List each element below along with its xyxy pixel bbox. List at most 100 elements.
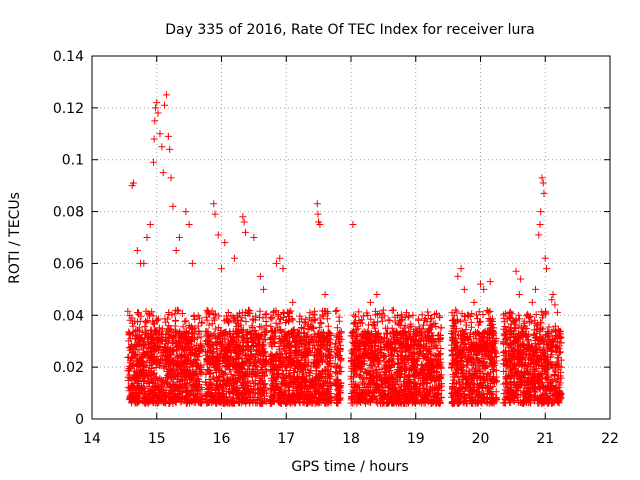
data-point xyxy=(171,327,179,335)
data-point xyxy=(268,313,276,321)
data-point xyxy=(183,366,191,374)
data-point xyxy=(143,358,151,366)
data-point xyxy=(170,392,178,400)
data-point xyxy=(140,395,148,403)
data-point xyxy=(175,340,183,348)
data-point xyxy=(352,313,360,321)
data-point xyxy=(135,346,143,354)
data-point xyxy=(187,360,195,368)
data-point xyxy=(129,179,137,187)
data-point xyxy=(156,394,164,402)
data-point xyxy=(132,386,140,394)
data-point xyxy=(355,308,363,316)
data-point xyxy=(477,280,484,288)
data-point xyxy=(129,322,137,330)
data-point xyxy=(457,265,465,273)
data-point xyxy=(272,319,280,327)
data-point xyxy=(280,309,288,317)
data-point xyxy=(171,310,179,318)
data-point xyxy=(174,372,182,380)
data-point xyxy=(144,352,152,360)
data-point xyxy=(185,221,193,229)
data-point xyxy=(321,291,329,299)
data-point xyxy=(132,342,140,350)
data-point xyxy=(242,318,250,326)
data-point xyxy=(190,370,198,378)
data-point xyxy=(190,351,198,359)
data-point xyxy=(156,130,164,138)
data-point xyxy=(125,344,133,352)
data-point xyxy=(314,210,322,218)
data-point xyxy=(460,285,468,293)
data-point xyxy=(195,328,203,336)
data-point xyxy=(163,374,171,382)
data-point xyxy=(180,363,188,371)
data-point xyxy=(141,350,149,358)
data-point xyxy=(152,364,160,372)
data-point xyxy=(182,392,190,400)
data-point xyxy=(161,315,169,323)
data-point xyxy=(178,310,186,318)
data-point xyxy=(210,200,218,208)
data-point xyxy=(162,330,170,338)
data-point xyxy=(543,265,551,273)
data-point xyxy=(539,179,547,187)
data-point xyxy=(208,320,216,328)
data-point xyxy=(164,391,172,399)
data-point xyxy=(158,336,166,344)
data-point xyxy=(135,384,143,392)
data-point xyxy=(195,366,203,374)
data-point xyxy=(156,375,164,383)
data-point xyxy=(124,377,132,385)
data-point xyxy=(267,322,275,330)
data-point xyxy=(174,306,182,314)
data-point xyxy=(181,339,189,347)
data-point xyxy=(188,259,196,267)
data-point xyxy=(349,329,357,337)
data-point xyxy=(124,307,132,315)
data-point xyxy=(133,246,141,254)
data-point xyxy=(142,307,150,315)
data-point xyxy=(131,351,139,359)
data-point xyxy=(144,317,152,325)
data-point xyxy=(141,371,149,379)
data-point xyxy=(214,231,222,239)
data-point xyxy=(538,174,546,182)
data-point xyxy=(133,371,141,379)
data-point xyxy=(129,383,137,391)
data-point xyxy=(135,327,143,335)
data-point xyxy=(168,339,176,347)
data-point xyxy=(218,265,225,273)
data-point xyxy=(349,221,357,229)
data-point xyxy=(263,367,271,375)
data-point xyxy=(158,325,166,333)
data-point xyxy=(189,346,197,354)
data-point xyxy=(147,367,155,375)
data-point xyxy=(310,315,318,323)
data-point xyxy=(512,267,520,275)
data-point xyxy=(150,135,158,143)
data-point xyxy=(134,399,142,407)
data-point xyxy=(194,396,202,404)
data-point xyxy=(159,169,167,177)
data-point xyxy=(147,334,155,342)
data-point xyxy=(289,316,297,324)
data-point xyxy=(279,265,287,273)
data-point xyxy=(166,325,174,333)
data-point xyxy=(181,380,189,388)
data-point xyxy=(132,352,140,360)
scatter-points xyxy=(124,91,565,407)
data-point xyxy=(135,334,143,342)
data-point xyxy=(189,326,197,334)
data-point xyxy=(175,234,183,241)
data-point xyxy=(373,291,381,299)
data-point xyxy=(167,365,175,373)
data-point xyxy=(230,254,238,262)
data-point xyxy=(535,231,543,239)
data-point xyxy=(150,354,158,362)
data-point xyxy=(162,91,170,99)
data-point xyxy=(161,101,169,109)
data-point xyxy=(311,307,319,315)
data-point xyxy=(528,298,536,306)
